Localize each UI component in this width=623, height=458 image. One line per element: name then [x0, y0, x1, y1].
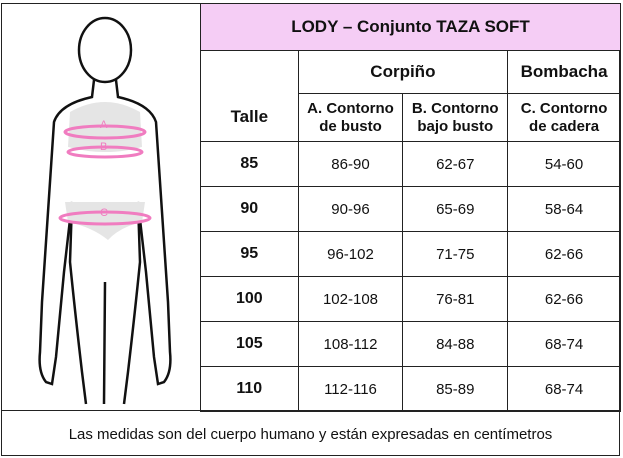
column-header-line: Talle: [230, 107, 269, 127]
table-row: 85 86-90 62-67 54-60: [200, 141, 621, 187]
footer-note: Las medidas son del cuerpo humano y está…: [1, 410, 620, 457]
column-header: B. Contorno bajo busto: [402, 93, 509, 142]
group-corpino: Corpiño: [297, 50, 509, 94]
measurement-cell: 102-108: [297, 276, 404, 322]
measurement-cell: 112-116: [297, 366, 404, 412]
measurement-cell: 62-66: [507, 231, 621, 277]
column-header-line: B. Contorno: [411, 99, 499, 117]
measurement-cell: 86-90: [297, 141, 404, 187]
measurement-cell: 58-64: [507, 186, 621, 232]
measurement-cell: 62-67: [402, 141, 509, 187]
table-row: 100 102-108 76-81 62-66: [200, 276, 621, 322]
column-header-line: de cadera: [529, 117, 600, 135]
size-cell: 85: [200, 141, 299, 187]
column-header-line: C. Contorno: [520, 99, 608, 117]
column-header-line: de busto: [319, 117, 382, 135]
column-header-line: A. Contorno: [307, 99, 394, 117]
size-cell: 110: [200, 366, 299, 412]
size-cell: 105: [200, 321, 299, 367]
column-header-line: bajo busto: [417, 117, 494, 135]
table-row: 110 112-116 85-89 68-74: [200, 366, 621, 412]
column-header: A. Contorno de busto: [297, 93, 404, 142]
size-cell: 100: [200, 276, 299, 322]
measurement-cell: 68-74: [507, 366, 621, 412]
measurement-cell: 84-88: [402, 321, 509, 367]
group-bombacha: Bombacha: [507, 50, 621, 94]
measurement-cell: 68-74: [507, 321, 621, 367]
table-row: 95 96-102 71-75 62-66: [200, 231, 621, 277]
size-table: LODY – Conjunto TAZA SOFT Corpiño Bombac…: [200, 3, 621, 412]
measurement-cell: 76-81: [402, 276, 509, 322]
label-a: A: [100, 119, 108, 131]
measurement-cell: 90-96: [297, 186, 404, 232]
measurement-cell: 108-112: [297, 321, 404, 367]
measurement-cell: 96-102: [297, 231, 404, 277]
measurement-cell: 85-89: [402, 366, 509, 412]
column-header: C. Contorno de cadera: [507, 93, 621, 142]
size-cell: 90: [200, 186, 299, 232]
table-row: 105 108-112 84-88 68-74: [200, 321, 621, 367]
body-measurement-figure: A B C: [38, 16, 172, 405]
size-cell: 95: [200, 231, 299, 277]
measurement-cell: 71-75: [402, 231, 509, 277]
measurement-cell: 62-66: [507, 276, 621, 322]
label-b: B: [100, 141, 107, 153]
measurement-cell: 54-60: [507, 141, 621, 187]
column-header: Talle: [200, 93, 299, 142]
label-c: C: [100, 207, 108, 219]
measurement-cell: 65-69: [402, 186, 509, 232]
table-title: LODY – Conjunto TAZA SOFT: [200, 3, 621, 51]
table-row: 90 90-96 65-69 58-64: [200, 186, 621, 232]
